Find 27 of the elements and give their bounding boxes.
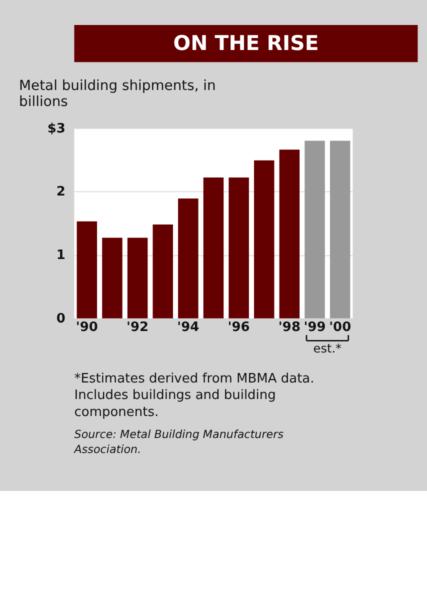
bar (330, 140, 350, 318)
text: *Estimates derived from MBMA data. Includes buildings and building components. (74, 371, 314, 420)
bar (178, 198, 198, 318)
bar (228, 178, 249, 318)
y-tick-label: 1 (56, 248, 66, 264)
chart-subtitle: Metal building shipments, in billions (19, 78, 216, 110)
y-tick-label: 0 (56, 312, 66, 327)
bar (76, 221, 98, 318)
bar (102, 238, 122, 318)
bar (279, 150, 300, 318)
source-note: Source: Metal Building Manufacturers Association. (73, 428, 284, 456)
x-tick-label: '94 (177, 320, 200, 335)
bar (152, 224, 173, 318)
text: est.* (313, 342, 342, 356)
chart-title: ON THE RISE (173, 31, 319, 56)
bar (203, 178, 224, 318)
x-tick-label: '96 (228, 320, 250, 335)
bar (254, 160, 274, 318)
x-tick-label: '00 (329, 320, 352, 335)
bar (127, 238, 148, 318)
x-tick-label: '99 (304, 320, 326, 335)
x-tick-label: '92 (126, 320, 149, 335)
bar (304, 140, 325, 318)
y-tick-label: $3 (47, 121, 66, 136)
y-tick-label: 2 (56, 184, 66, 200)
x-tick-label: '90 (76, 320, 98, 335)
x-tick-label: '98 (278, 320, 300, 335)
